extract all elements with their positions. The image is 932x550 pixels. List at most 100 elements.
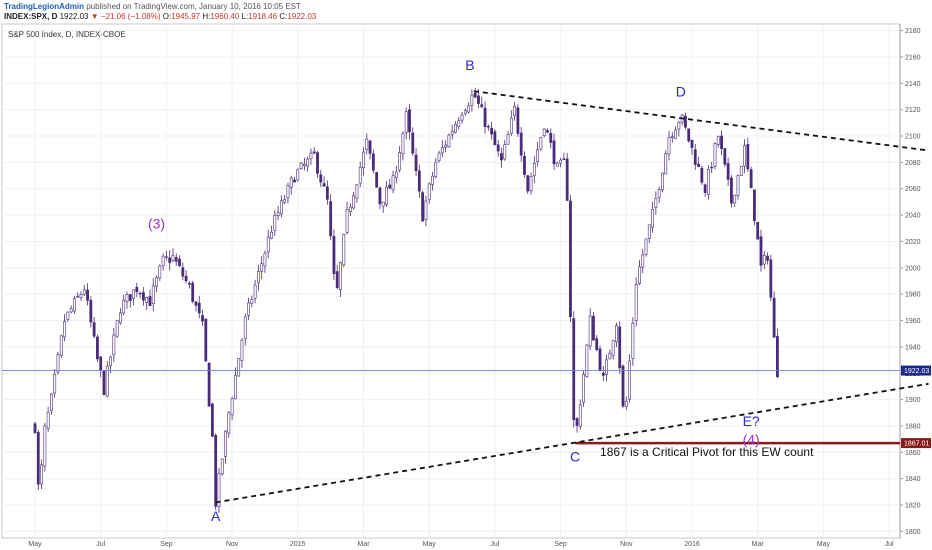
candle-body: [424, 200, 428, 220]
candle-body: [306, 158, 310, 167]
y-tick-label: 1960: [905, 318, 921, 325]
wave-label: (3): [148, 215, 165, 231]
candle-body: [401, 132, 405, 154]
candle-body: [621, 365, 625, 407]
candle-body: [378, 187, 382, 205]
candle-body: [283, 199, 287, 203]
candle-body: [256, 271, 260, 284]
candle-body: [631, 322, 635, 359]
candle-body: [260, 263, 264, 272]
candle-body: [739, 166, 743, 176]
candle-body: [371, 153, 375, 171]
candle-body: [201, 315, 204, 322]
author-link[interactable]: TradingLegionAdmin: [4, 2, 84, 11]
candle-body: [592, 315, 595, 341]
y-tick-label: 2040: [905, 213, 921, 220]
candle-body: [615, 325, 618, 343]
candle-body: [440, 147, 444, 154]
y-tick-label: 2080: [905, 160, 921, 167]
candle-body: [743, 145, 746, 167]
candle-body: [381, 201, 385, 207]
candle-body: [470, 94, 474, 106]
candle-body: [388, 184, 392, 189]
candle-body: [197, 302, 201, 314]
wave-label: C: [570, 449, 580, 465]
candle-body: [618, 326, 622, 369]
candle-body: [496, 144, 500, 152]
candle-body: [63, 321, 66, 338]
close-label: C:: [279, 12, 288, 21]
candle-body: [194, 301, 198, 306]
candle-body: [391, 175, 395, 191]
open-value: 1945.97: [171, 12, 201, 21]
candle-body: [634, 284, 638, 322]
low-value: 1918.46: [248, 12, 278, 21]
candle-body: [132, 289, 135, 299]
candle-body: [73, 298, 76, 312]
candle-body: [92, 322, 96, 337]
candle-body: [158, 265, 162, 279]
candle-body: [220, 458, 224, 475]
candle-body: [601, 372, 605, 376]
chart-title: S&P 500 Index, D, INDEX-CBOE: [8, 30, 126, 39]
candle-body: [723, 148, 727, 165]
candle-body: [736, 175, 740, 197]
candle-body: [549, 132, 553, 143]
candle-body: [243, 316, 247, 340]
y-tick-label: 2120: [905, 107, 921, 114]
wave-label: E?: [743, 413, 760, 429]
candle-body: [509, 117, 513, 134]
y-tick-label: 2000: [905, 265, 921, 272]
candle-body: [115, 319, 119, 337]
candle-body: [641, 254, 645, 268]
candle-body: [43, 425, 47, 467]
candle-body: [224, 430, 227, 457]
candle-body: [69, 308, 73, 313]
candle-body: [503, 144, 507, 160]
candle-body: [670, 136, 674, 138]
candle-body: [608, 352, 612, 360]
candle-body: [506, 134, 510, 145]
candle-body: [457, 120, 461, 127]
candle-body: [546, 130, 549, 133]
low-label: L:: [241, 12, 249, 21]
x-tick-label: 2015: [290, 541, 306, 548]
candle-body: [66, 311, 70, 320]
pivot-price-tag: [901, 438, 931, 449]
candle-body: [434, 161, 438, 178]
candle-body: [40, 464, 43, 485]
y-tick-label: 2100: [905, 134, 921, 141]
candle-body: [276, 212, 280, 216]
candle-body: [325, 186, 329, 200]
candle-body: [726, 163, 730, 180]
candle-body: [385, 186, 388, 205]
candle-body: [710, 166, 714, 169]
candle-body: [214, 434, 218, 507]
candle-body: [467, 105, 471, 113]
candle-body: [155, 277, 158, 287]
candle-body: [50, 393, 53, 411]
candle-body: [697, 163, 700, 167]
candle-body: [408, 109, 411, 133]
candle-body: [233, 374, 237, 400]
candle-body: [588, 315, 592, 347]
candle-body: [716, 136, 720, 145]
candle-body: [59, 335, 63, 356]
candle-body: [358, 166, 362, 184]
candle-body: [250, 299, 254, 304]
candle-body: [263, 252, 267, 267]
candle-body: [96, 336, 99, 360]
candle-body: [329, 201, 333, 237]
candle-body: [174, 257, 178, 262]
close-value: 1922.03: [287, 12, 317, 21]
candle-body: [184, 275, 188, 282]
candle-body: [316, 152, 319, 174]
trendline-lower: [215, 382, 929, 504]
candle-body: [720, 135, 723, 149]
candle-body: [776, 336, 779, 377]
x-tick-label: Jul: [96, 541, 105, 548]
x-tick-label: May: [28, 541, 42, 548]
candle-body: [647, 224, 651, 239]
candle-body: [519, 132, 523, 156]
